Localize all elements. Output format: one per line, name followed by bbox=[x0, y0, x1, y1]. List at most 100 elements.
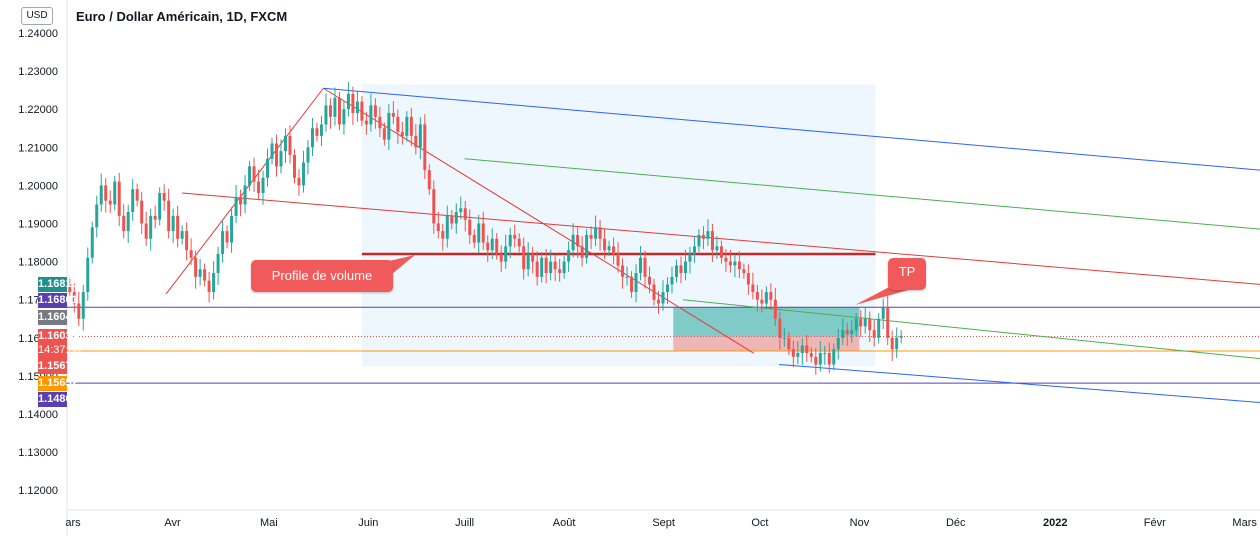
candle-body bbox=[351, 93, 355, 114]
y-tick-label: 1.19000 bbox=[18, 219, 58, 231]
candle-body bbox=[674, 265, 678, 277]
candle-body bbox=[68, 284, 72, 293]
currency-label[interactable]: USD bbox=[21, 7, 53, 25]
x-tick-label: Sept bbox=[652, 517, 675, 529]
volume-profile-callout[interactable]: Profile de volume bbox=[251, 260, 393, 292]
candle-body bbox=[378, 116, 382, 129]
candle-body bbox=[567, 250, 571, 262]
candle-body bbox=[288, 135, 292, 155]
candle-body bbox=[850, 330, 854, 334]
candle-body bbox=[562, 261, 566, 274]
candle-body bbox=[742, 269, 746, 274]
candle-body bbox=[207, 280, 211, 293]
volume-profile-label: Profile de volume bbox=[271, 268, 373, 283]
candle-body bbox=[657, 299, 661, 304]
candle-body bbox=[621, 265, 625, 277]
candle-body bbox=[737, 261, 741, 270]
candle-body bbox=[72, 292, 76, 304]
candle-body bbox=[607, 246, 611, 251]
y-tick-label: 1.13000 bbox=[18, 447, 58, 459]
candle-body bbox=[652, 284, 656, 300]
candle-body bbox=[495, 238, 499, 254]
candle-body bbox=[369, 105, 373, 125]
candle-body bbox=[630, 276, 634, 293]
candle-body bbox=[692, 246, 696, 254]
candle-body bbox=[580, 246, 584, 258]
candle-body bbox=[481, 223, 485, 243]
candle-body bbox=[239, 196, 243, 205]
candle-body bbox=[221, 231, 225, 254]
candle-body bbox=[800, 345, 804, 354]
candle-body bbox=[409, 116, 413, 136]
trend-line bbox=[779, 363, 1260, 404]
candle-body bbox=[450, 215, 454, 224]
candle-body bbox=[576, 234, 580, 247]
price-tag-countdown: 14:37:56 bbox=[38, 344, 81, 356]
candle-body bbox=[782, 337, 786, 339]
take-profit-zone bbox=[673, 307, 860, 337]
candle-body bbox=[787, 337, 791, 350]
x-tick-label: Mai bbox=[260, 517, 278, 529]
candle-body bbox=[701, 234, 705, 239]
candle-body bbox=[616, 253, 620, 266]
candle-body bbox=[167, 200, 171, 232]
candle-body bbox=[890, 337, 894, 350]
price-tag-value: 1.16035 bbox=[38, 330, 78, 342]
candle-body bbox=[162, 193, 166, 201]
candle-body bbox=[472, 234, 476, 243]
x-tick-label: Oct bbox=[751, 517, 768, 529]
candle-body bbox=[841, 330, 845, 338]
candle-body bbox=[418, 124, 422, 148]
candle-body bbox=[306, 147, 310, 163]
y-tick-label: 1.14000 bbox=[18, 409, 58, 421]
candle-body bbox=[504, 246, 508, 262]
candle-body bbox=[688, 253, 692, 262]
candle-body bbox=[612, 246, 616, 254]
candle-body bbox=[149, 215, 153, 239]
candle-body bbox=[486, 242, 490, 251]
candle-body bbox=[544, 257, 548, 274]
candle-body bbox=[414, 135, 418, 148]
candle-body bbox=[230, 215, 234, 243]
candle-body bbox=[189, 250, 193, 258]
candle-body bbox=[337, 97, 341, 125]
chart-title: Euro / Dollar Américain, 1D, FXCM bbox=[76, 9, 288, 24]
tp-callout[interactable]: TP bbox=[888, 258, 926, 290]
trend-line bbox=[182, 192, 1260, 285]
candle-body bbox=[773, 299, 777, 319]
candle-body bbox=[185, 231, 189, 251]
candle-body bbox=[845, 330, 849, 334]
candle-body bbox=[634, 273, 638, 293]
trend-line bbox=[323, 87, 754, 354]
candle-body bbox=[728, 261, 732, 266]
candle-body bbox=[95, 204, 99, 228]
candle-body bbox=[603, 238, 607, 251]
x-tick-label: Févr bbox=[1144, 517, 1166, 529]
candle-body bbox=[234, 196, 238, 216]
candle-body bbox=[540, 257, 544, 277]
candle-body bbox=[823, 353, 827, 355]
candle-body bbox=[194, 257, 198, 277]
candle-body bbox=[665, 284, 669, 293]
candle-body bbox=[108, 200, 112, 205]
candle-body bbox=[279, 151, 283, 167]
candle-body bbox=[144, 223, 148, 239]
candle-body bbox=[140, 200, 144, 224]
candle-body bbox=[301, 162, 305, 186]
candle-body bbox=[99, 185, 103, 205]
candle-body bbox=[872, 330, 876, 338]
candle-body bbox=[791, 349, 795, 357]
candle-body bbox=[764, 292, 768, 304]
y-tick-label: 1.20000 bbox=[18, 180, 58, 192]
x-tick-label: Avr bbox=[164, 517, 181, 529]
candle-body bbox=[598, 227, 602, 239]
candle-body bbox=[445, 215, 449, 239]
candle-body bbox=[468, 219, 472, 235]
candle-body bbox=[203, 269, 207, 281]
candle-body bbox=[760, 299, 764, 304]
candle-body bbox=[180, 231, 184, 239]
candle-body bbox=[522, 246, 526, 270]
candle-body bbox=[333, 97, 337, 117]
